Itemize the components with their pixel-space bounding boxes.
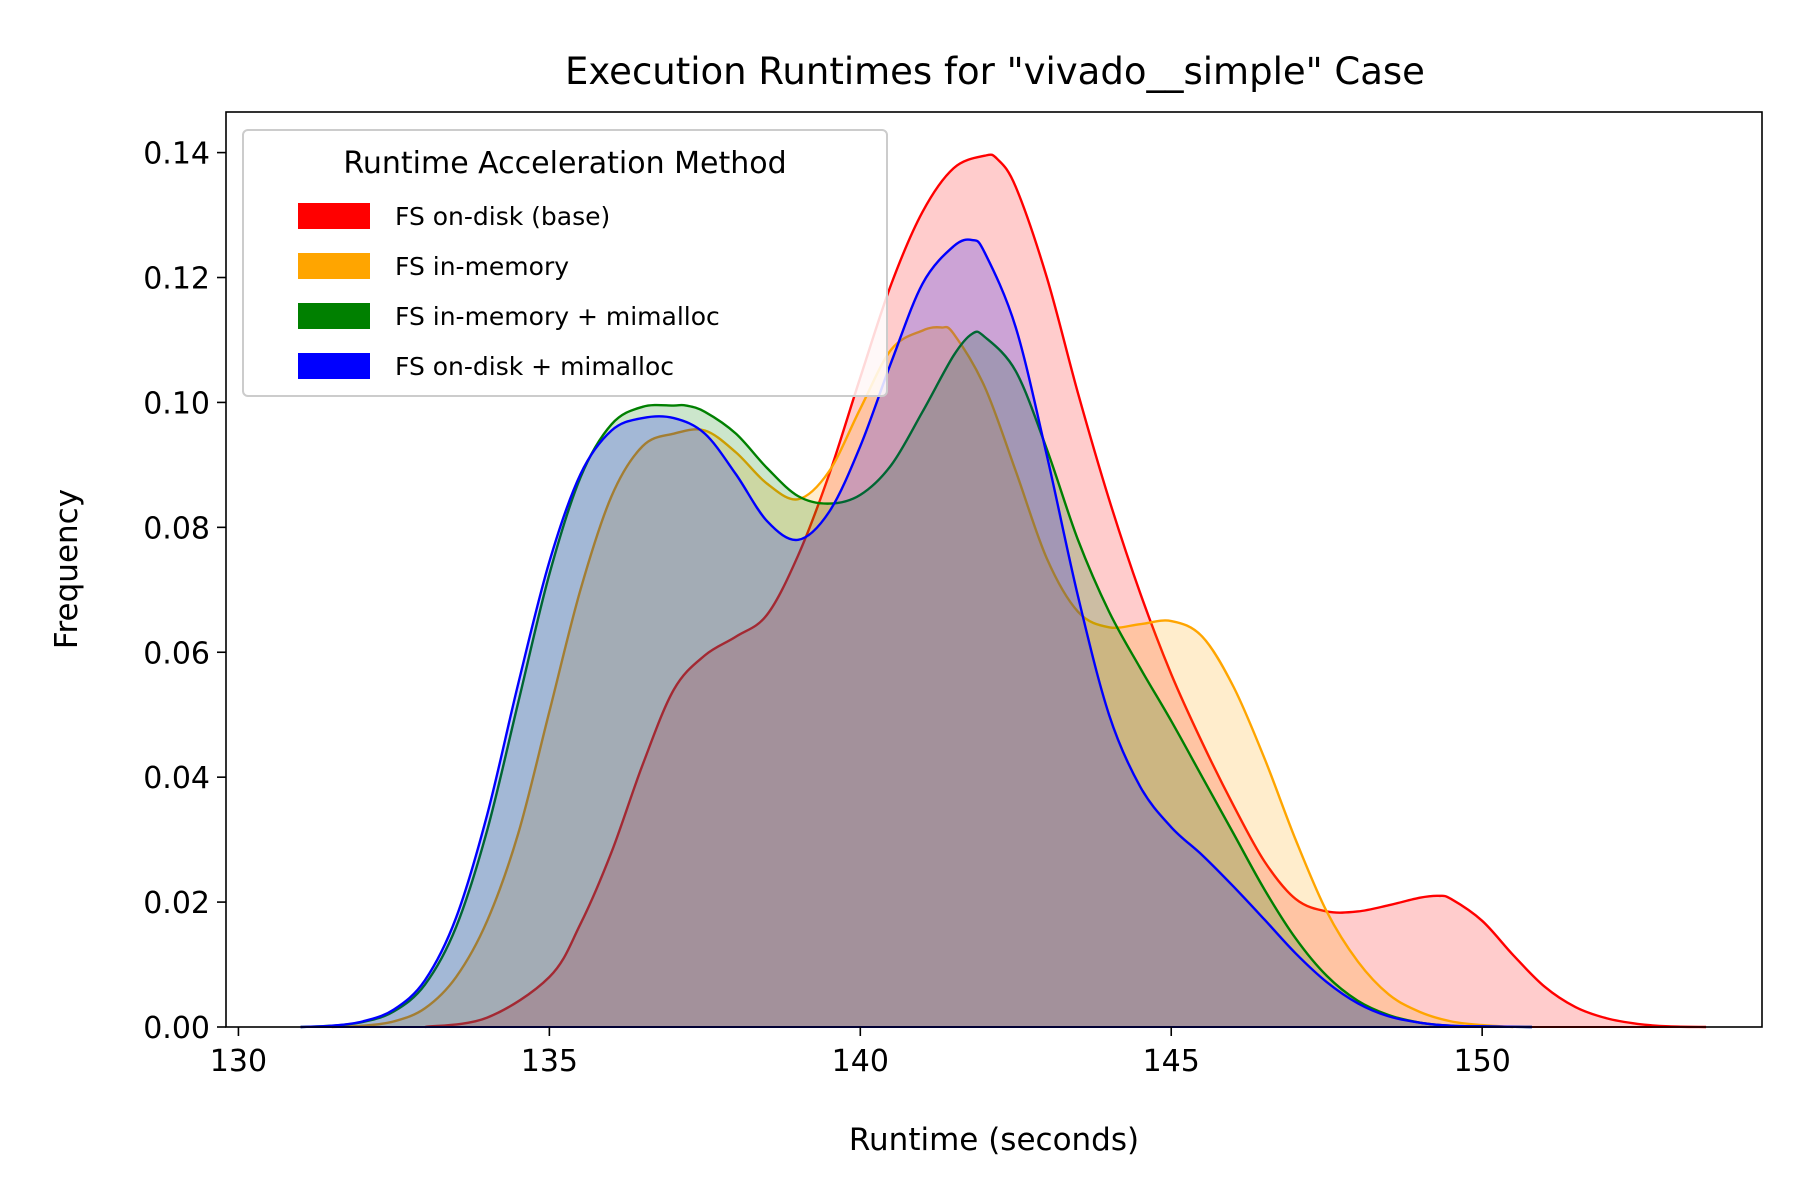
y-tick-label: 0.04 [143, 761, 210, 796]
y-tick-label: 0.14 [143, 137, 210, 172]
x-tick-label: 135 [521, 1044, 578, 1079]
x-tick-label: 140 [832, 1044, 889, 1079]
plot-frame [225, 111, 1763, 1028]
legend-label: FS on-disk (base) [395, 202, 610, 231]
series-0-fill [425, 154, 1707, 1027]
y-tick-label: 0.02 [143, 886, 210, 921]
y-tick-label: 0.08 [143, 511, 210, 546]
y-tick-label: 0.06 [143, 636, 210, 671]
legend-swatch [298, 203, 370, 229]
legend-swatch [298, 353, 370, 379]
y-tick-label: 0.00 [143, 1011, 210, 1046]
series-3-fill [300, 239, 1532, 1027]
series-3-line [300, 238, 1532, 1029]
legend-box [242, 129, 888, 397]
legend-swatch [298, 303, 370, 329]
legend-label: FS in-memory + mimalloc [395, 302, 720, 331]
y-tick-label: 0.12 [143, 262, 210, 297]
legend-title: Runtime Acceleration Method [343, 146, 786, 181]
x-tick-label: 150 [1454, 1044, 1511, 1079]
y-axis: 0.00 0.02 0.04 0.06 0.08 0.10 0.12 0.14 [143, 137, 226, 1046]
y-tick-label: 0.10 [143, 386, 210, 421]
series-1-line [331, 325, 1514, 1029]
legend-entries: FS on-disk (base) FS in-memory FS in-memor… [298, 202, 720, 381]
x-tick-label: 130 [210, 1044, 267, 1079]
x-axis-label: Runtime (seconds) [849, 1122, 1139, 1158]
series-layer [300, 153, 1707, 1029]
legend-label: FS in-memory [395, 252, 569, 281]
y-axis-label: Frequency [49, 489, 85, 649]
chart-title: Execution Runtimes for "vivado__simple" … [565, 50, 1425, 93]
series-2-line [300, 330, 1532, 1029]
series-1-fill [331, 327, 1514, 1027]
x-tick-label: 145 [1143, 1044, 1200, 1079]
legend-swatch [298, 253, 370, 279]
series-2-fill [300, 331, 1532, 1027]
legend: Runtime Acceleration Method FS on-disk (… [242, 129, 888, 397]
legend-label: FS on-disk + mimalloc [395, 352, 674, 381]
x-axis: 130 135 140 145 150 [210, 1027, 1511, 1079]
series-0-line [424, 153, 1707, 1029]
